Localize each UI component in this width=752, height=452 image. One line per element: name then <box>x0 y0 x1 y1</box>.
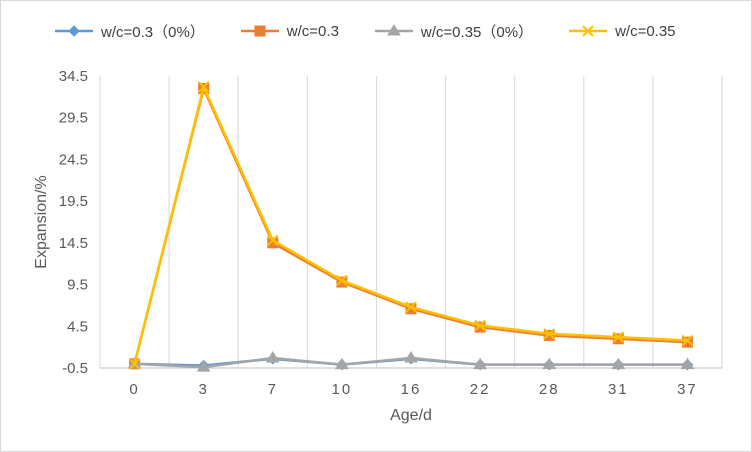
legend-swatch <box>55 25 93 37</box>
x-tick-label: 37 <box>677 381 698 398</box>
y-tick-label: 4.5 <box>67 318 88 335</box>
data-point-square <box>543 329 555 341</box>
legend-marker-triangle <box>387 24 401 36</box>
x-axis-title: Age/d <box>390 407 432 424</box>
legend-marker-x <box>582 25 594 37</box>
x-tick-label: 3 <box>198 381 208 398</box>
x-tick-label: 22 <box>470 381 491 398</box>
legend-label: w/c=0.35 <box>615 22 676 40</box>
legend-item: w/c=0.3 <box>240 22 339 40</box>
legend-swatch <box>374 24 413 36</box>
y-axis-title: Expansion/% <box>33 175 50 268</box>
data-point-x <box>612 331 625 343</box>
legend-item: w/c=0.3（0%） <box>55 21 205 42</box>
data-point-triangle <box>265 351 280 363</box>
legend-item: w/c=0.35（0%） <box>374 21 534 42</box>
gridlines <box>99 76 723 368</box>
data-point-x <box>405 301 417 313</box>
legend-marker-diamond <box>68 25 80 37</box>
y-tick-label: 19.5 <box>59 193 88 210</box>
data-point-triangle <box>542 357 557 370</box>
series-line <box>133 87 688 365</box>
x-tick-label: 10 <box>332 381 353 398</box>
legend-label: w/c=0.35（0%） <box>420 23 534 41</box>
y-tick-label: 24.5 <box>59 151 88 168</box>
legend-swatch <box>569 25 608 37</box>
data-point-triangle <box>404 351 418 363</box>
series-4 <box>128 81 694 370</box>
x-tick-label: 16 <box>401 381 422 398</box>
data-point-triangle <box>680 357 695 370</box>
data-point-x <box>543 328 555 340</box>
axis-labels: -0.54.59.514.519.524.529.534.50 3 7 10 16 22 2… <box>33 68 698 424</box>
y-tick-label: -0.5 <box>62 360 88 377</box>
data-point-x <box>474 319 486 332</box>
data-point-square <box>681 336 693 348</box>
legend-label: w/c=0.3（0%） <box>101 23 205 41</box>
legend-item: w/c=0.35 <box>569 22 676 40</box>
legend-swatch <box>240 25 279 37</box>
data-point-x <box>128 358 141 370</box>
y-tick-label: 34.5 <box>59 68 88 85</box>
data-point-triangle <box>196 360 211 372</box>
data-point-x <box>197 81 210 93</box>
data-point-triangle <box>473 357 487 370</box>
x-tick-label: 7 <box>268 381 278 398</box>
legend-marker-square <box>254 25 266 37</box>
data-point-x <box>336 274 348 287</box>
x-tick-label: 0 <box>129 381 139 398</box>
data-point-triangle <box>611 357 626 370</box>
data-point-x <box>681 334 694 347</box>
x-tick-label: 28 <box>539 381 560 398</box>
series-line <box>133 85 688 365</box>
y-tick-label: 29.5 <box>59 110 88 127</box>
y-tick-label: 14.5 <box>59 235 88 252</box>
legend-label: w/c=0.3 <box>286 22 339 40</box>
series-layer <box>127 81 695 372</box>
x-tick-label: 31 <box>608 381 629 398</box>
data-point-triangle <box>335 357 349 370</box>
data-point-x <box>267 234 279 247</box>
series-3 <box>127 351 695 372</box>
data-point-square <box>612 333 624 345</box>
legend: w/c=0.3（0%） w/c=0.3 w/c=0.35（0%） w/c=0.35 <box>55 20 676 42</box>
series-2 <box>129 83 693 370</box>
y-tick-label: 9.5 <box>67 277 88 294</box>
